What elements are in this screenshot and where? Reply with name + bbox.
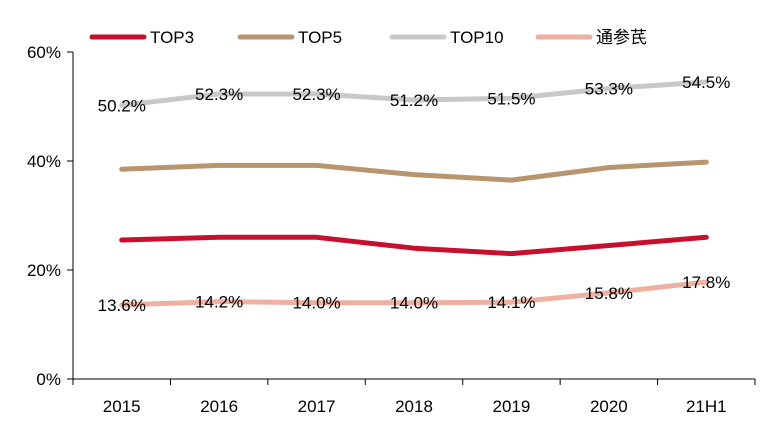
x-tick-label: 2015 [103,397,141,416]
data-label: 14.2% [195,293,243,312]
series-layer [119,79,709,308]
data-label: 53.3% [585,80,633,99]
data-label: 15.8% [585,284,633,303]
x-tick-label: 2016 [200,397,238,416]
y-tick-label: 60% [27,43,61,62]
data-label: 14.0% [292,294,340,313]
series-line-通参芪 [119,279,709,308]
y-tick-label: 40% [27,152,61,171]
data-label: 14.0% [390,294,438,313]
data-label: 52.3% [195,85,243,104]
data-label: 17.8% [682,273,730,292]
x-tick-label: 2018 [395,397,433,416]
data-label: 54.5% [682,73,730,92]
data-label: 50.2% [98,96,146,115]
series-line-TOP3 [119,234,709,257]
y-tick-label: 20% [27,261,61,280]
legend-label: 通参芪 [596,28,647,47]
axes: 0% 20% 40% 60% 2015 2016 2017 2018 2019 2020 21H1 [27,43,756,416]
data-label: 51.2% [390,91,438,110]
series-line-TOP10 [119,79,709,108]
x-tick-label: 2017 [298,397,336,416]
x-tick-label: 21H1 [686,397,727,416]
data-label: 13.6% [98,296,146,315]
series-line-TOP5 [119,159,709,183]
x-tick-label: 2020 [590,397,628,416]
legend-label: TOP5 [298,28,342,47]
y-tick-label: 0% [36,370,61,389]
legend-label: TOP10 [450,28,504,47]
legend-label: TOP3 [150,28,194,47]
data-label: 52.3% [292,85,340,104]
data-labels: 50.2% 52.3% 52.3% 51.2% 51.5% 53.3% 54.5% 13.6%… [98,73,731,315]
legend: TOP3 TOP5 TOP10 通参芪 [89,28,647,47]
x-tick-label: 2019 [493,397,531,416]
data-label: 51.5% [487,89,535,108]
data-label: 14.1% [487,293,535,312]
